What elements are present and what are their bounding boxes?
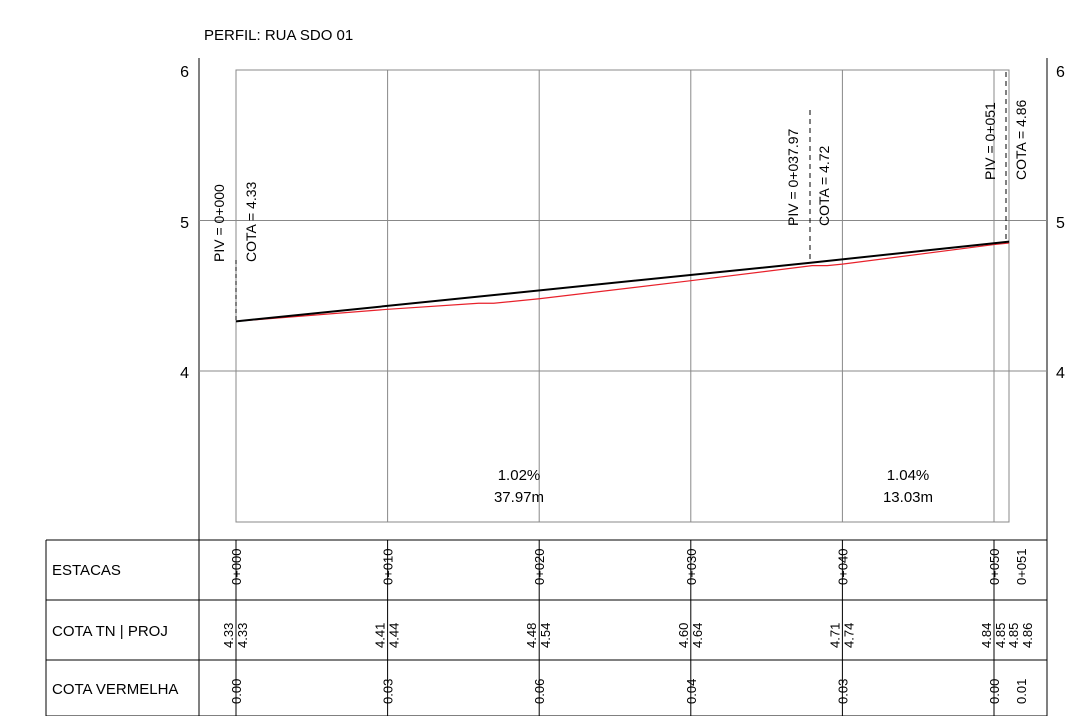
- table-values: 0+000 4.33 4.33 0.00 0+010 4.41 4.44 0.03 0+020 4…: [221, 540, 1035, 716]
- cota-proj-value: 4.74: [841, 623, 856, 648]
- y-label-right-5: 5: [1056, 215, 1065, 232]
- y-label-left-6: 6: [180, 64, 189, 81]
- cota-tn-value: 4.41: [373, 623, 388, 648]
- cota-vermelha-value: 0.01: [1014, 679, 1029, 704]
- data-table: [45, 539, 1048, 716]
- grade-length-1: 37.97m: [494, 489, 544, 506]
- cota-proj-value: 4.33: [235, 623, 250, 648]
- grade-length-2: 13.03m: [883, 489, 933, 506]
- y-label-left-5: 5: [180, 215, 189, 232]
- cota-proj-value: 4.54: [538, 623, 553, 648]
- cota-tn-value: 4.33: [221, 623, 236, 648]
- cota-proj-value: 4.85: [993, 623, 1008, 648]
- cota-label-1: COTA = 4.33: [243, 182, 259, 262]
- cota-vermelha-value: 0.00: [987, 679, 1002, 704]
- estaca-label: 0+030: [684, 548, 699, 585]
- cota-vermelha-value: 0.03: [835, 679, 850, 704]
- row-label-cota-tn-proj: COTA TN | PROJ: [52, 623, 168, 640]
- cota-tn-value: 4.60: [676, 623, 691, 648]
- piv-label-1: PIV = 0+000: [211, 184, 227, 262]
- piv-label-3: PIV = 0+051: [982, 102, 998, 180]
- cota-tn-value: 4.85: [1006, 623, 1021, 648]
- estaca-label: 0+010: [381, 548, 396, 585]
- row-label-cota-vermelha: COTA VERMELHA: [52, 681, 178, 698]
- estaca-label: 0+040: [835, 548, 850, 585]
- cota-vermelha-value: 0.04: [684, 679, 699, 704]
- chart-plot-area: [235, 69, 1010, 523]
- cota-tn-value: 4.48: [524, 623, 539, 648]
- piv-label-2: PIV = 0+037.97: [785, 128, 801, 226]
- cota-label-2: COTA = 4.72: [816, 146, 832, 226]
- grade-percent-1: 1.02%: [498, 467, 541, 484]
- design-grade-line: [235, 240, 1010, 323]
- cota-proj-value: 4.86: [1020, 623, 1035, 648]
- y-label-right-6: 6: [1056, 64, 1065, 81]
- profile-title: PERFIL: RUA SDO 01: [204, 27, 353, 44]
- cota-proj-value: 4.44: [387, 623, 402, 648]
- terrain-profile-line: [235, 242, 1010, 322]
- cota-tn-value: 4.84: [979, 623, 994, 648]
- cota-label-3: COTA = 4.86: [1013, 100, 1029, 180]
- grade-percent-2: 1.04%: [887, 467, 930, 484]
- cota-tn-value: 4.71: [827, 623, 842, 648]
- estaca-label: 0+000: [229, 548, 244, 585]
- estaca-label: 0+020: [532, 548, 547, 585]
- y-label-left-4: 4: [180, 365, 189, 382]
- row-label-estacas: ESTACAS: [52, 562, 121, 579]
- cota-vermelha-value: 0.00: [229, 679, 244, 704]
- estaca-label: 0+050: [987, 548, 1002, 585]
- cota-proj-value: 4.64: [690, 623, 705, 648]
- cota-vermelha-value: 0.06: [532, 679, 547, 704]
- chart-grid: [199, 70, 1047, 522]
- cota-vermelha-value: 0.03: [381, 679, 396, 704]
- y-label-right-4: 4: [1056, 365, 1065, 382]
- estaca-label: 0+051: [1014, 548, 1029, 585]
